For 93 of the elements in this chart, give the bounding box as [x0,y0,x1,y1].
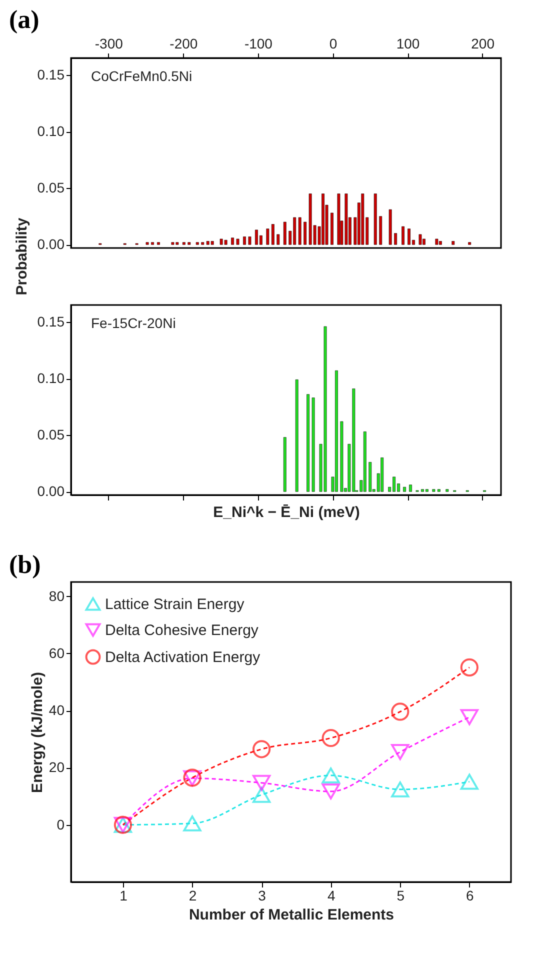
y-tick-label: 0.10 [37,123,65,140]
y-tick-label: 0 [56,816,65,832]
bar [335,370,338,492]
bar [236,238,240,245]
bar [368,462,372,492]
x-tick-label: 100 [396,36,420,52]
y-tick-label: 0.05 [37,180,65,196]
bar [438,241,442,245]
x-tick-label: -200 [170,36,198,52]
x-tick-label: 4 [327,888,336,904]
y-axis-title: Energy (kJ/mole) [28,672,46,793]
y-tick-label: 0.15 [37,66,65,82]
bar [330,212,334,245]
bar [182,242,186,245]
x-tick-label: 2 [188,888,197,904]
bar [157,242,160,245]
point [460,774,478,790]
y-tick-label: 0.00 [37,483,65,500]
bar [276,234,280,245]
legend-label: Delta Activation Energy [105,649,261,666]
y-tick-label: 0.15 [37,313,65,330]
point [322,767,340,784]
point [252,774,271,791]
x-tick-label: 3 [258,888,266,904]
x-tick-label: 0 [329,36,338,52]
point [252,740,271,758]
point [322,728,340,748]
y-tick-label: 0.05 [37,426,65,443]
legend-label: Delta Cohesive Energy [105,622,259,639]
y-axis-title: Probability [13,217,30,296]
y-tick-label: 60 [48,644,65,661]
x-axis-title: Number of Metallic Elements [188,906,394,924]
bar [432,489,436,492]
bar [146,242,149,245]
bar [363,432,366,492]
y-tick-label: 80 [48,588,65,604]
bar [298,217,302,245]
y-tick-label: 40 [48,702,65,718]
bar [337,194,340,245]
bar [322,194,324,245]
chart-title: (a) [9,5,40,34]
bar [283,222,286,245]
bar [196,242,199,245]
chart-title: (b) [9,550,41,579]
x-axis-title: E_Ni^k − Ē_Ni (meV) [213,504,360,521]
bar [243,236,246,245]
x-tick-label: -300 [94,36,124,52]
bar [388,209,392,245]
bar [380,458,384,492]
annotation: Fe-15Cr-20Ni [91,315,176,331]
bar [452,241,455,245]
x-tick-label: 6 [466,888,474,904]
bar [340,421,344,492]
bar [304,222,307,245]
annotation: CoCrFeMn0.5Ni [91,68,192,84]
x-tick-label: 5 [396,888,405,904]
bar [418,234,422,245]
bar [394,233,398,245]
y-tick-label: 0.10 [37,370,65,386]
x-tick-label: -100 [244,36,273,52]
x-tick-label: 200 [471,36,495,52]
bar [409,484,412,492]
bar [446,489,449,492]
point [391,744,410,760]
bar [374,194,377,245]
point [460,658,478,676]
point [252,786,271,803]
bar [435,238,438,245]
bar [306,394,310,492]
point [183,815,202,832]
x-tick-label: 1 [120,888,128,904]
bar [403,486,406,492]
bar [402,226,404,245]
point [460,709,478,726]
point [322,783,340,800]
bar [437,489,440,492]
y-tick-label: 20 [48,759,65,776]
bar [266,228,270,245]
bar [312,398,315,492]
bar [271,224,274,245]
bar [151,242,154,245]
bar [468,242,472,245]
bar [201,242,204,245]
bar [379,216,382,245]
bar [231,238,234,245]
bar [295,379,298,492]
y-tick-label: 0.00 [37,236,65,252]
bar [188,242,191,245]
point [391,702,410,721]
bar [283,437,286,492]
point [391,781,410,798]
bar [248,236,252,245]
legend-label: Lattice Strain Energy [105,596,245,613]
